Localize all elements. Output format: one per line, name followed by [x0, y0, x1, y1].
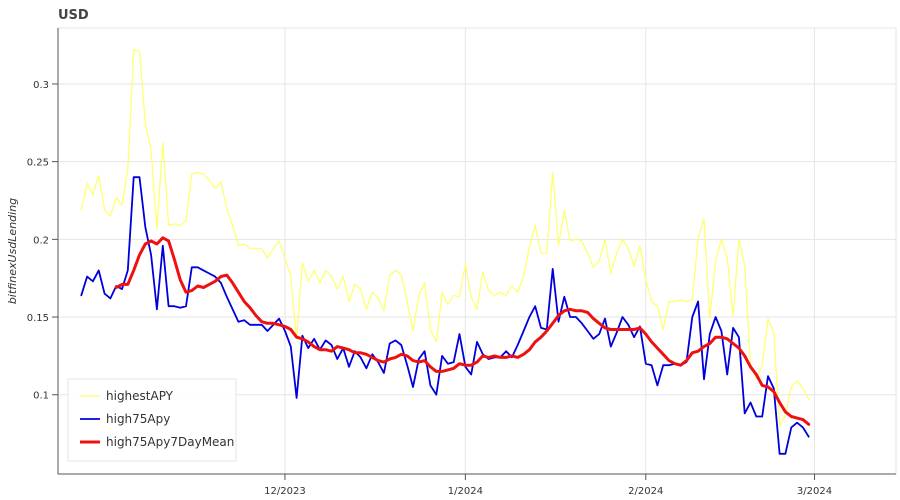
series-line-high-75apy	[80, 176, 810, 455]
x-tick-label: 12/2023	[264, 486, 306, 497]
x-tick-label: 3/2024	[797, 486, 832, 497]
legend-label: high75Apy7DayMean	[106, 435, 234, 449]
grid	[58, 28, 896, 474]
series-line-highest-apy	[80, 49, 810, 427]
series-line-high-75apy-7day-mean	[114, 236, 811, 426]
x-tick-label: 2/2024	[628, 486, 663, 497]
legend-label: highestAPY	[106, 389, 174, 403]
y-tick-label: 0.25	[27, 158, 49, 169]
legend[interactable]: highestAPY high75Apy high75Apy7DayMean	[67, 378, 237, 462]
y-axis-label: bitfinexUsdLending	[6, 198, 19, 304]
x-tick-label: 1/2024	[448, 486, 483, 497]
legend-box	[67, 378, 237, 462]
y-tick-label: 0.3	[33, 80, 49, 91]
y-tick-label: 0.1	[33, 391, 49, 402]
series-group	[80, 49, 811, 455]
y-tick-label: 0.15	[27, 313, 49, 324]
legend-label: high75Apy	[106, 412, 170, 426]
chart-title: USD	[58, 8, 89, 23]
axes: 0.1 0.15 0.2 0.25 0.3 12/2023 1/2024 2/2024 3/20…	[27, 28, 896, 497]
y-tick-label: 0.2	[33, 235, 49, 246]
